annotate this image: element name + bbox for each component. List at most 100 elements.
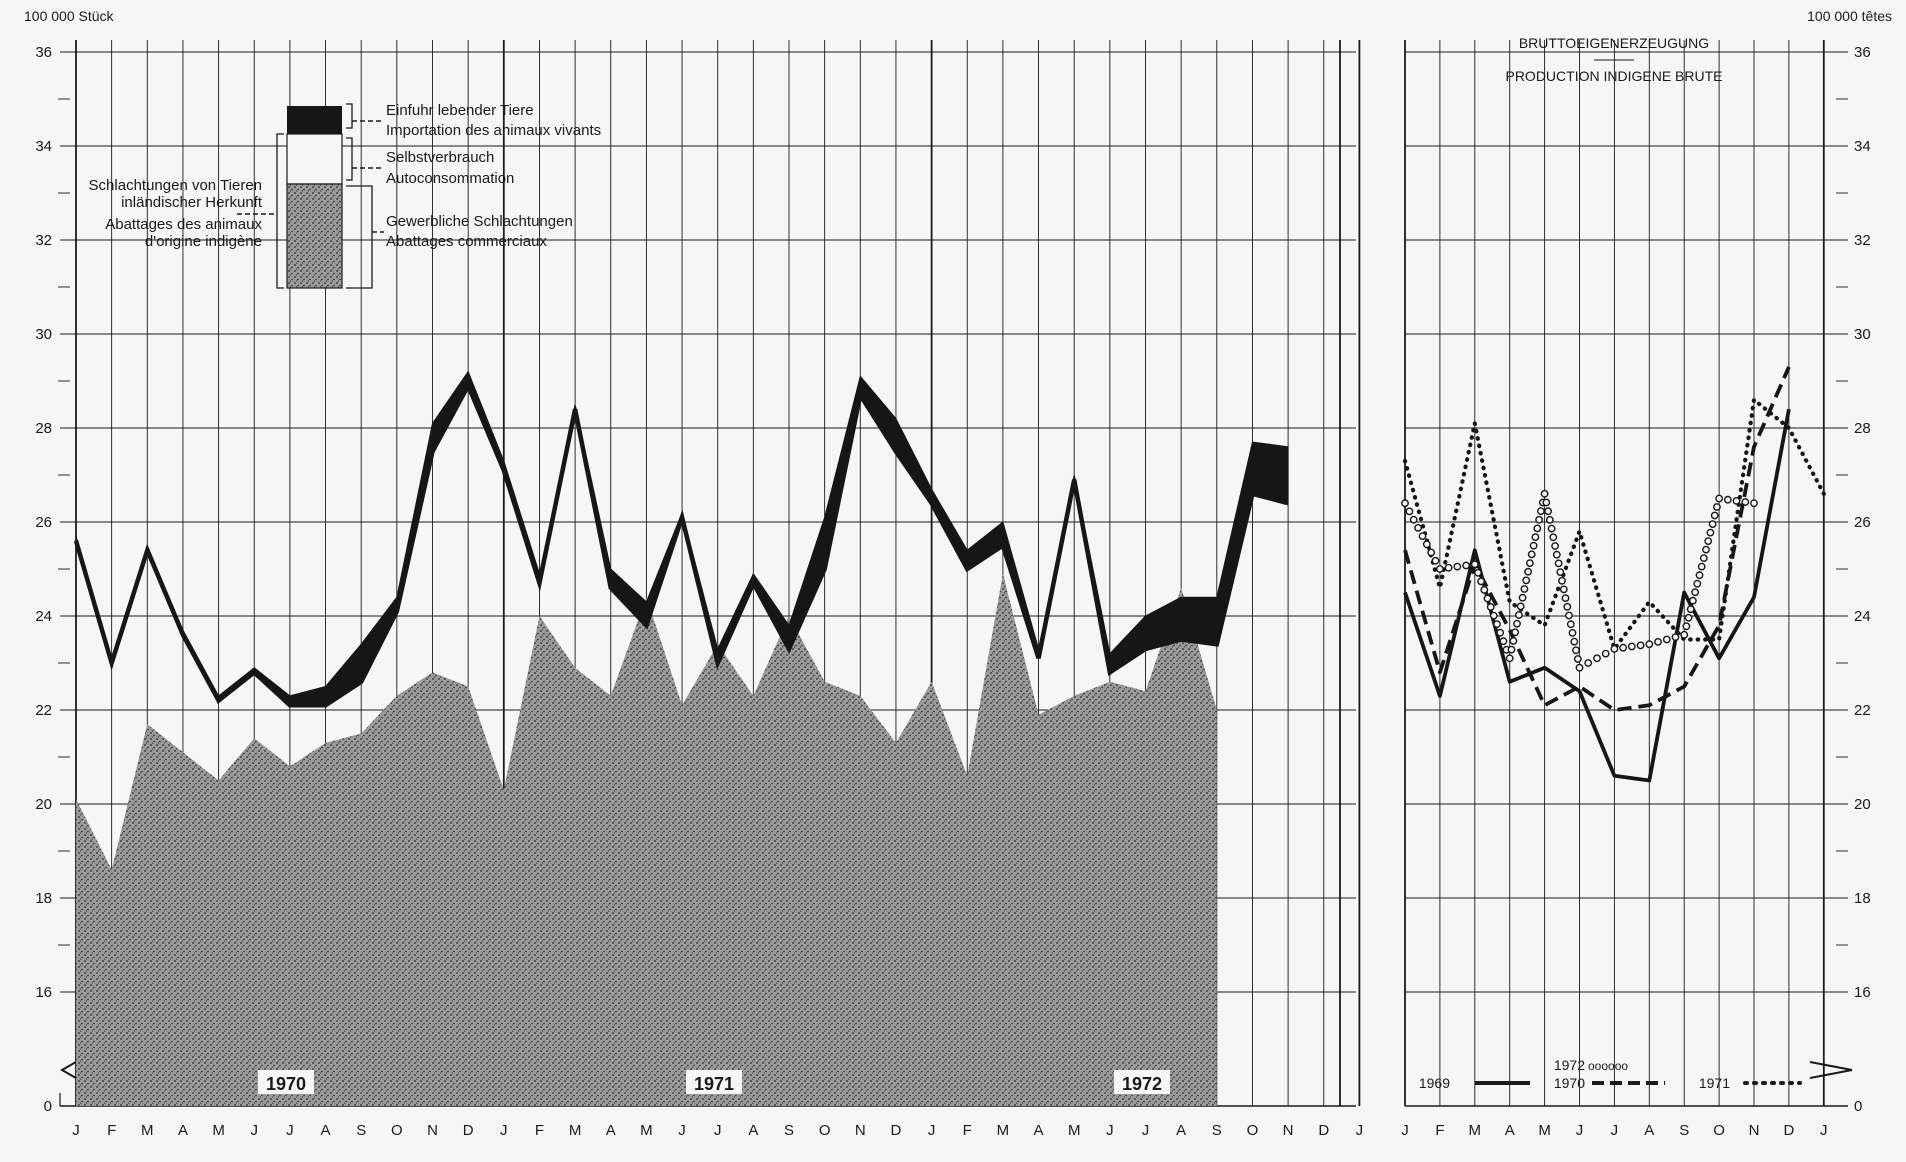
series-1972-point bbox=[1509, 637, 1518, 645]
series-1972-point bbox=[1723, 495, 1732, 504]
legend-domestic-fr-2: d'origine indigène bbox=[145, 233, 262, 250]
legend-domestic-fr-1: Abattages des animaux bbox=[105, 216, 262, 233]
year-label-1971: 1971 bbox=[694, 1074, 734, 1094]
right-y-tick-label: 36 bbox=[1854, 44, 1871, 61]
main-month-tick-label: J bbox=[714, 1122, 722, 1139]
main-month-tick-label: A bbox=[748, 1122, 758, 1139]
series-1972-point bbox=[1401, 499, 1409, 508]
main-month-tick-label: D bbox=[463, 1122, 474, 1139]
right-month-tick-label: J bbox=[1820, 1122, 1828, 1139]
right-y-tick-label: 26 bbox=[1854, 514, 1871, 531]
right-title-de: BRUTTOEIGENERZEUGUNG bbox=[1519, 35, 1709, 51]
main-month-tick-label: J bbox=[286, 1122, 294, 1139]
series-1972-point bbox=[1561, 594, 1570, 602]
series-1972-point bbox=[1444, 563, 1453, 572]
right-zero-label: 0 bbox=[1854, 1098, 1862, 1115]
series-1972-point bbox=[1405, 507, 1414, 516]
right-month-tick-label: J bbox=[1401, 1122, 1409, 1139]
series-1972-point bbox=[1636, 641, 1645, 650]
legend-self-de: Selbstverbrauch bbox=[386, 149, 494, 166]
series-1972-point bbox=[1654, 638, 1662, 646]
main-month-tick-label: S bbox=[356, 1122, 366, 1139]
main-month-tick-label: S bbox=[1212, 1122, 1222, 1139]
series-1972-point bbox=[1691, 588, 1700, 597]
series-1972-point bbox=[1427, 548, 1436, 557]
legend-import-fr: Importation des animaux vivants bbox=[386, 122, 601, 139]
main-month-tick-label: M bbox=[997, 1122, 1010, 1139]
right-y-tick-label: 18 bbox=[1854, 890, 1871, 907]
series-1972-point bbox=[1554, 559, 1563, 568]
main-month-tick-label: A bbox=[606, 1122, 616, 1139]
legend-commercial-bracket bbox=[346, 185, 373, 289]
series-1972-point bbox=[1549, 533, 1558, 542]
main-month-tick-label: N bbox=[427, 1122, 438, 1139]
series-1972-point bbox=[1693, 579, 1702, 588]
right-y-tick-label: 22 bbox=[1854, 702, 1871, 719]
right-month-tick-label: M bbox=[1538, 1122, 1551, 1139]
main-y-tick-label: 36 bbox=[35, 44, 52, 61]
legend-import-de: Einfuhr lebender Tiere bbox=[386, 102, 534, 119]
series-1972-point bbox=[1529, 541, 1538, 550]
main-month-tick-label: O bbox=[1247, 1122, 1259, 1139]
main-month-tick-label: J bbox=[1142, 1122, 1150, 1139]
legend-self-bracket bbox=[346, 137, 353, 181]
series-1972-point bbox=[1453, 562, 1462, 571]
main-month-tick-label: J bbox=[72, 1122, 80, 1139]
series-1972-point bbox=[1489, 611, 1498, 620]
series-1972-point bbox=[1537, 507, 1545, 515]
series-1972-point bbox=[1662, 635, 1671, 644]
series-1972-point bbox=[1697, 562, 1706, 571]
main-y-tick-label: 22 bbox=[35, 702, 52, 719]
series-1972-point bbox=[1704, 537, 1713, 545]
legend-domestic-de-2: inländischer Herkunft bbox=[121, 194, 263, 211]
main-zero-label: 0 bbox=[44, 1098, 52, 1115]
series-1972-point bbox=[1505, 654, 1514, 663]
series-1972-point bbox=[1689, 596, 1697, 605]
series-1972-point bbox=[1601, 649, 1610, 658]
series-1972-point bbox=[1511, 628, 1520, 637]
series-1972-point bbox=[1584, 659, 1593, 667]
main-y-tick-label: 16 bbox=[35, 984, 52, 1001]
series-1972-point bbox=[1547, 524, 1556, 533]
series-1972-point bbox=[1551, 542, 1560, 550]
series-1972-point bbox=[1493, 620, 1501, 628]
series-1972-point bbox=[1474, 568, 1482, 577]
main-y-tick-label: 30 bbox=[35, 326, 52, 343]
legend-commercial-swatch bbox=[286, 183, 343, 289]
series-1972-point bbox=[1593, 654, 1601, 663]
series-1972-point bbox=[1556, 568, 1565, 576]
right-y-tick-label: 24 bbox=[1854, 608, 1871, 625]
series-1972-point bbox=[1619, 643, 1628, 652]
series-1972-point bbox=[1436, 565, 1444, 573]
series-1972-point bbox=[1702, 545, 1710, 554]
series-1972-point bbox=[1496, 628, 1505, 637]
main-month-tick-label: F bbox=[107, 1122, 116, 1139]
series-1972-point bbox=[1477, 577, 1486, 586]
right-month-tick-label: F bbox=[1435, 1122, 1444, 1139]
main-month-tick-label: J bbox=[500, 1122, 508, 1139]
main-month-tick-label: N bbox=[1283, 1122, 1294, 1139]
main-y-tick-label: 20 bbox=[35, 796, 52, 813]
legend-commercial-fr: Abattages commerciaux bbox=[386, 233, 547, 250]
unit-right-label: 100 000 têtes bbox=[1807, 8, 1892, 24]
series-1972-point bbox=[1695, 571, 1704, 580]
main-month-tick-label: A bbox=[1034, 1122, 1044, 1139]
series-1972-point bbox=[1552, 550, 1561, 559]
series-1972-point bbox=[1524, 567, 1533, 576]
series-1972-point bbox=[1545, 516, 1554, 524]
main-month-tick-label: F bbox=[535, 1122, 544, 1139]
series-1972-point bbox=[1565, 611, 1573, 620]
series-1972-point bbox=[1568, 629, 1577, 637]
main-series bbox=[73, 370, 1289, 1106]
series-1972-point bbox=[1558, 576, 1566, 585]
main-month-tick-label: O bbox=[391, 1122, 403, 1139]
right-title-fr: PRODUCTION INDIGENE BRUTE bbox=[1505, 68, 1722, 84]
series-1972-point bbox=[1684, 613, 1693, 622]
series-1972-point bbox=[1715, 494, 1724, 503]
series-1972-point bbox=[1516, 602, 1525, 611]
series-1972-point bbox=[1462, 561, 1471, 570]
main-month-tick-label: D bbox=[891, 1122, 902, 1139]
series-1972-point bbox=[1409, 515, 1418, 524]
series-1972-point bbox=[1732, 496, 1741, 505]
main-month-tick-label: A bbox=[178, 1122, 188, 1139]
